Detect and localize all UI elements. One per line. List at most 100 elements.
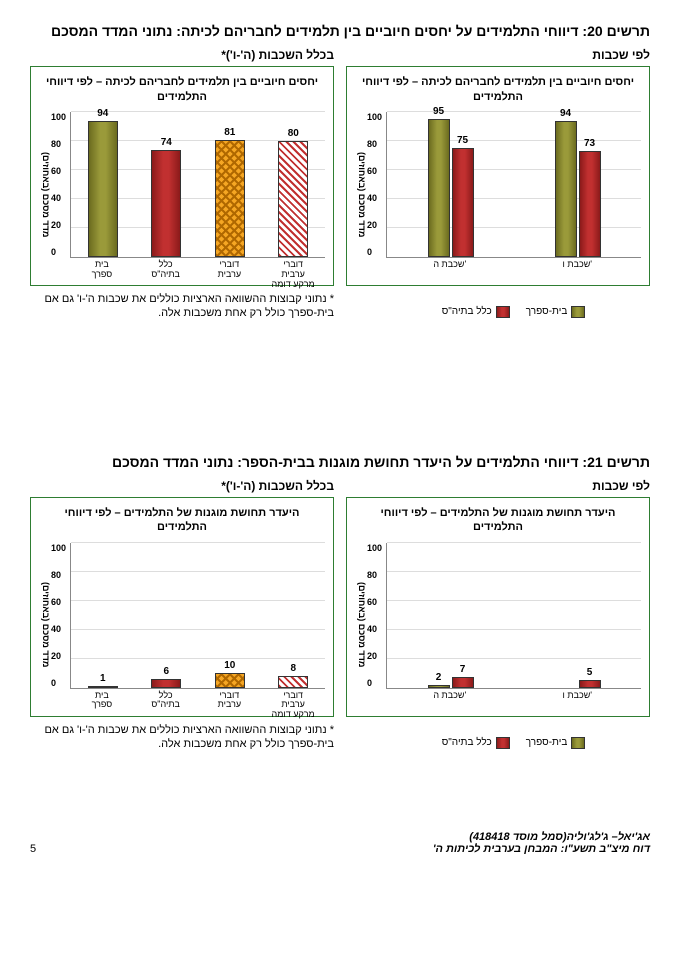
- bar-group: 9575: [428, 119, 474, 257]
- page-footer: אג'יאל– ג'לג'וליה(סמל מוסד 418418) דוח מ…: [30, 831, 650, 855]
- legend-swatch: [496, 306, 510, 318]
- gridline: [387, 600, 641, 601]
- bar-value: 2: [436, 672, 442, 683]
- bar: 80: [278, 141, 308, 257]
- x-label: שכבת ו': [563, 260, 592, 270]
- gridline: [387, 111, 641, 112]
- legend: בית-ספרךכלל בתיה"ס: [386, 737, 641, 749]
- x-label: כללבתיה"ס: [151, 691, 180, 711]
- chart2-left-box: היעדר תחושת מוגנות של התלמידים – לפי דיו…: [30, 497, 334, 717]
- bar-value: 6: [163, 666, 169, 677]
- bar: 95: [428, 119, 450, 257]
- chart2-right-subtitle: היעדר תחושת מוגנות של התלמידים – לפי דיו…: [355, 506, 641, 535]
- x-label: שכבת ו': [563, 691, 592, 701]
- footer-school: אג'יאל– ג'לג'וליה(סמל מוסד 418418): [433, 831, 650, 843]
- chart2-left: בכלל השכבות (ה'-ו')* היעדר תחושת מוגנות …: [30, 479, 334, 751]
- chart1-footnote: * נתוני קבוצות ההשוואה הארציות כוללים את…: [30, 292, 334, 321]
- bar-value: 81: [224, 127, 235, 138]
- bar: 6: [151, 679, 181, 688]
- x-labels: שכבת ה'שכבת ו': [386, 691, 641, 711]
- legend-label: בית-ספרך: [526, 306, 568, 317]
- bar: 7: [452, 677, 474, 687]
- y-tick: 80: [51, 570, 66, 580]
- bar: 5: [579, 680, 601, 687]
- gridline: [387, 658, 641, 659]
- gridline: [387, 227, 641, 228]
- y-axis-label: מדד מסכם (באחוזים): [39, 543, 51, 708]
- bar: 8: [278, 676, 308, 688]
- gridline: [71, 111, 325, 112]
- legend-item: בית-ספרך: [526, 306, 586, 318]
- x-labels: ביתספרךכללבתיה"סדובריערביתדובריערביתמרקע…: [70, 691, 325, 711]
- y-tick: 40: [51, 624, 66, 634]
- bar-single: 74: [151, 150, 181, 257]
- bar-single: 80: [278, 141, 308, 257]
- y-tick: 80: [367, 570, 382, 580]
- chart1-right-subtitle: יחסים חיוביים בין תלמידים לחבריהם לכיתה …: [355, 75, 641, 104]
- y-axis: 100806040200: [367, 543, 386, 688]
- gridline: [387, 140, 641, 141]
- bar-value: 95: [433, 106, 444, 117]
- chart1-right-header: לפי שכבות: [346, 48, 650, 62]
- legend-swatch: [496, 737, 510, 749]
- chart1-right-box: יחסים חיוביים בין תלמידים לחבריהם לכיתה …: [346, 66, 650, 286]
- y-tick: 80: [367, 139, 382, 149]
- x-labels: שכבת ה' שכבת ו': [386, 260, 641, 280]
- bar-value: 94: [97, 108, 108, 119]
- bar-value: 7: [460, 664, 466, 675]
- gridline: [387, 542, 641, 543]
- legend-label: כלל בתיה"ס: [442, 306, 492, 317]
- bar: 10: [215, 673, 245, 688]
- chart1-left-header: בכלל השכבות (ה'-ו')*: [30, 48, 334, 62]
- x-label: שכבת ה': [433, 260, 466, 270]
- gridline: [387, 571, 641, 572]
- bar-value: 8: [290, 663, 296, 674]
- legend-item: כלל בתיה"ס: [442, 306, 510, 318]
- y-axis: 100806040200: [51, 112, 70, 257]
- chart2-footnote: * נתוני קבוצות ההשוואה הארציות כוללים את…: [30, 723, 334, 752]
- bar: 74: [151, 150, 181, 257]
- bar: 73: [579, 151, 601, 257]
- bar-single: 94: [88, 121, 118, 257]
- y-tick: 100: [51, 112, 66, 122]
- y-tick: 100: [367, 543, 382, 553]
- bar: 75: [452, 148, 474, 257]
- y-tick: 20: [367, 651, 382, 661]
- charts-row-1: לפי שכבות יחסים חיוביים בין תלמידים לחבר…: [30, 48, 650, 320]
- bar-single: 8: [278, 676, 308, 688]
- bars-area: 94 74 81 80: [70, 112, 325, 258]
- chart2-left-subtitle: היעדר תחושת מוגנות של התלמידים – לפי דיו…: [39, 506, 325, 535]
- gridline: [387, 629, 641, 630]
- footer-page: 5: [30, 843, 36, 855]
- bar-single: 6: [151, 679, 181, 688]
- bar-group: 9473: [555, 121, 601, 257]
- y-tick: 80: [51, 139, 66, 149]
- charts-row-2: לפי שכבות היעדר תחושת מוגנות של התלמידים…: [30, 479, 650, 751]
- chart2-right-box: היעדר תחושת מוגנות של התלמידים – לפי דיו…: [346, 497, 650, 717]
- gridline: [71, 600, 325, 601]
- bar-group: 5: [555, 680, 601, 687]
- bar: 81: [215, 140, 245, 257]
- x-label: דובריערבית: [218, 260, 242, 280]
- bar: 1: [88, 686, 118, 688]
- chart-title-21: תרשים 21: דיווחי התלמידים על היעדר תחושת…: [30, 451, 650, 473]
- legend-swatch: [571, 737, 585, 749]
- y-tick: 40: [367, 193, 382, 203]
- gridline: [71, 571, 325, 572]
- y-tick: 40: [367, 624, 382, 634]
- y-tick: 100: [51, 543, 66, 553]
- y-tick: 60: [367, 597, 382, 607]
- bars-area: 9575 9473: [386, 112, 641, 258]
- chart2-right-header: לפי שכבות: [346, 479, 650, 493]
- chart1-left-subtitle: יחסים חיוביים בין תלמידים לחבריהם לכיתה …: [39, 75, 325, 104]
- y-axis: 100806040200: [367, 112, 386, 257]
- chart2-left-header: בכלל השכבות (ה'-ו')*: [30, 479, 334, 493]
- y-tick: 40: [51, 193, 66, 203]
- y-tick: 20: [51, 651, 66, 661]
- x-label: דובריערביתמרקע דומה: [271, 691, 314, 721]
- chart1-right: לפי שכבות יחסים חיוביים בין תלמידים לחבר…: [346, 48, 650, 320]
- x-label: ביתספרך: [92, 691, 113, 711]
- y-tick: 100: [367, 112, 382, 122]
- chart-title-20: תרשים 20: דיווחי התלמידים על יחסים חיובי…: [30, 20, 650, 42]
- bar: 2: [428, 685, 450, 688]
